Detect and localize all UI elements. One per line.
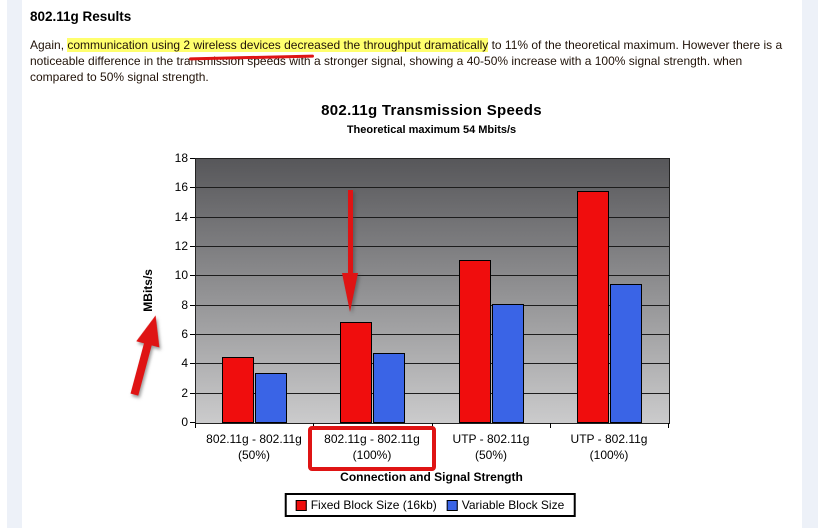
x-category-label: UTP - 802.11g (100%) bbox=[570, 432, 648, 462]
legend-label: Variable Block Size bbox=[461, 498, 565, 512]
y-tick-label: 6 bbox=[181, 327, 188, 341]
x-axis-title: Connection and Signal Strength bbox=[340, 470, 523, 484]
legend-item: Fixed Block Size (16kb) bbox=[295, 498, 437, 512]
y-tick-label: 10 bbox=[174, 268, 188, 282]
red-box-annotation bbox=[308, 426, 436, 471]
y-tick-label: 12 bbox=[174, 239, 188, 253]
y-tick-mark bbox=[190, 393, 195, 394]
paragraph-text-pre: Again, bbox=[30, 38, 68, 52]
y-tick-mark bbox=[190, 158, 195, 159]
x-tick-mark bbox=[550, 423, 551, 428]
x-category-label: 802.11g - 802.11g (50%) bbox=[206, 432, 302, 462]
plot-area bbox=[195, 158, 670, 424]
gridline-12 bbox=[196, 246, 669, 247]
y-tick-mark bbox=[190, 246, 195, 247]
y-tick-label: 18 bbox=[174, 151, 188, 165]
bar-variable-block-size-group3 bbox=[492, 304, 524, 423]
gridline-16 bbox=[196, 187, 669, 188]
x-tick-mark bbox=[313, 423, 314, 428]
y-tick-mark bbox=[190, 187, 195, 188]
bar-fixed-block-size-16kb--group4 bbox=[577, 191, 609, 423]
bar-fixed-block-size-16kb--group3 bbox=[459, 260, 491, 423]
chart-subtitle: Theoretical maximum 54 Mbits/s bbox=[346, 124, 517, 136]
bar-variable-block-size-group1 bbox=[255, 373, 287, 423]
chart-legend: Fixed Block Size (16kb) Variable Block Si… bbox=[284, 493, 576, 517]
highlighted-text: communication using 2 wireless devices d… bbox=[67, 38, 489, 52]
page-left-margin-strip bbox=[7, 0, 22, 528]
x-category-label: 802.11g - 802.11g (100%) bbox=[324, 432, 420, 462]
legend-swatch bbox=[446, 499, 458, 511]
gridline-2 bbox=[196, 393, 669, 394]
y-tick-label: 2 bbox=[181, 386, 188, 400]
gridline-6 bbox=[196, 334, 669, 335]
gridline-8 bbox=[196, 305, 669, 306]
y-tick-label: 0 bbox=[181, 415, 188, 429]
bar-variable-block-size-group4 bbox=[610, 284, 642, 423]
y-tick-mark bbox=[190, 334, 195, 335]
y-tick-mark bbox=[190, 363, 195, 364]
y-tick-mark bbox=[190, 275, 195, 276]
y-tick-mark bbox=[190, 422, 195, 423]
y-tick-mark bbox=[190, 305, 195, 306]
page-right-margin-strip bbox=[802, 0, 818, 528]
y-tick-label: 14 bbox=[174, 210, 188, 224]
y-tick-mark bbox=[190, 217, 195, 218]
gridline-4 bbox=[196, 363, 669, 364]
down-arrow-annotation bbox=[342, 190, 358, 312]
legend-label: Fixed Block Size (16kb) bbox=[310, 498, 437, 512]
legend-item: Variable Block Size bbox=[446, 498, 565, 512]
page-title: 802.11g Results bbox=[30, 9, 132, 24]
gridline-14 bbox=[196, 217, 669, 218]
x-tick-mark bbox=[668, 423, 669, 428]
bar-variable-block-size-group2 bbox=[373, 353, 405, 423]
gridline-10 bbox=[196, 275, 669, 276]
x-tick-mark bbox=[195, 423, 196, 428]
x-category-label: UTP - 802.11g (50%) bbox=[452, 432, 530, 462]
y-tick-label: 8 bbox=[181, 298, 188, 312]
bar-fixed-block-size-16kb--group1 bbox=[222, 357, 254, 423]
body-paragraph: Again, communication using 2 wireless de… bbox=[30, 37, 794, 85]
chart-title: 802.11g Transmission Speeds bbox=[321, 102, 542, 119]
y-tick-label: 16 bbox=[174, 180, 188, 194]
x-tick-mark bbox=[432, 423, 433, 428]
up-arrow-annotation bbox=[130, 315, 160, 396]
y-tick-label: 4 bbox=[181, 356, 188, 370]
bar-fixed-block-size-16kb--group2 bbox=[340, 322, 372, 423]
legend-swatch bbox=[295, 499, 307, 511]
